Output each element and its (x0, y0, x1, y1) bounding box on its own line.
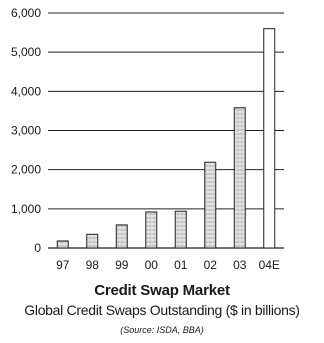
y-axis-tick-labels: 0 1,000 2,000 3,000 4,000 5,000 6,000 (11, 6, 41, 255)
bar-99 (115, 224, 128, 249)
y-tick-label: 3,000 (11, 124, 41, 138)
chart-title: Credit Swap Market (94, 282, 230, 299)
y-tick-label: 5,000 (11, 45, 41, 59)
credit-swap-bar-chart: 0 1,000 2,000 3,000 4,000 5,000 6,000 97 98 99 00… (11, 6, 284, 272)
bar-01 (174, 210, 187, 249)
x-axis-tick-labels: 97 98 99 00 01 02 03 04E (56, 258, 280, 272)
x-tick-label: 00 (145, 258, 159, 272)
x-tick-label: 97 (56, 258, 70, 272)
x-tick-label: 02 (204, 258, 218, 272)
gridlines (48, 12, 284, 249)
bars (56, 28, 276, 249)
y-tick-label: 1,000 (11, 202, 41, 216)
y-tick-label: 6,000 (11, 6, 41, 20)
bar-97 (56, 240, 69, 249)
bar-04E (263, 28, 276, 249)
x-tick-label: 98 (86, 258, 100, 272)
y-tick-label: 0 (34, 241, 41, 255)
x-tick-label: 04E (259, 258, 280, 272)
bar-98 (86, 233, 99, 249)
x-tick-label: 03 (233, 258, 247, 272)
x-tick-label: 99 (115, 258, 129, 272)
chart-source: (Source: ISDA, BBA) (120, 325, 204, 335)
bar-03 (233, 107, 246, 249)
y-tick-label: 4,000 (11, 84, 41, 98)
y-tick-label: 2,000 (11, 163, 41, 177)
x-tick-label: 01 (174, 258, 188, 272)
bar-02 (204, 161, 217, 249)
bar-00 (145, 211, 158, 249)
chart-subtitle: Global Credit Swaps Outstanding ($ in bi… (24, 302, 300, 318)
